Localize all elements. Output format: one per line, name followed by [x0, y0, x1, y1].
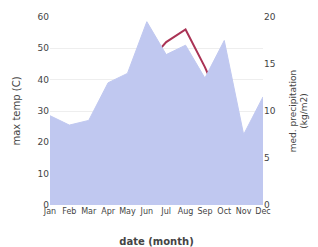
svg-text:Jul: Jul — [160, 207, 171, 216]
svg-text:20: 20 — [38, 137, 50, 147]
svg-text:May: May — [119, 207, 136, 216]
svg-text:Sep: Sep — [197, 207, 212, 216]
svg-text:10: 10 — [264, 106, 276, 116]
svg-text:30: 30 — [38, 106, 50, 116]
svg-text:Feb: Feb — [62, 207, 76, 216]
svg-text:60: 60 — [38, 12, 50, 22]
svg-text:date (month): date (month) — [119, 236, 193, 247]
svg-text:5: 5 — [264, 153, 270, 163]
svg-text:Apr: Apr — [101, 207, 116, 216]
svg-text:max temp (C): max temp (C) — [11, 76, 22, 145]
svg-text:Mar: Mar — [81, 207, 97, 216]
svg-text:Nov: Nov — [236, 207, 252, 216]
svg-text:15: 15 — [264, 59, 275, 69]
svg-text:Oct: Oct — [217, 207, 231, 216]
svg-text:Dec: Dec — [255, 207, 270, 216]
svg-text:0: 0 — [264, 200, 270, 210]
svg-text:40: 40 — [38, 75, 50, 85]
svg-text:Jun: Jun — [140, 207, 154, 216]
svg-text:Jan: Jan — [43, 207, 56, 216]
svg-text:20: 20 — [264, 12, 276, 22]
svg-text:0: 0 — [43, 200, 49, 210]
svg-text:med. precipitation(kg/m2): med. precipitation(kg/m2) — [288, 70, 310, 152]
svg-text:Aug: Aug — [178, 207, 194, 216]
svg-text:50: 50 — [38, 43, 50, 53]
svg-text:10: 10 — [38, 169, 50, 179]
